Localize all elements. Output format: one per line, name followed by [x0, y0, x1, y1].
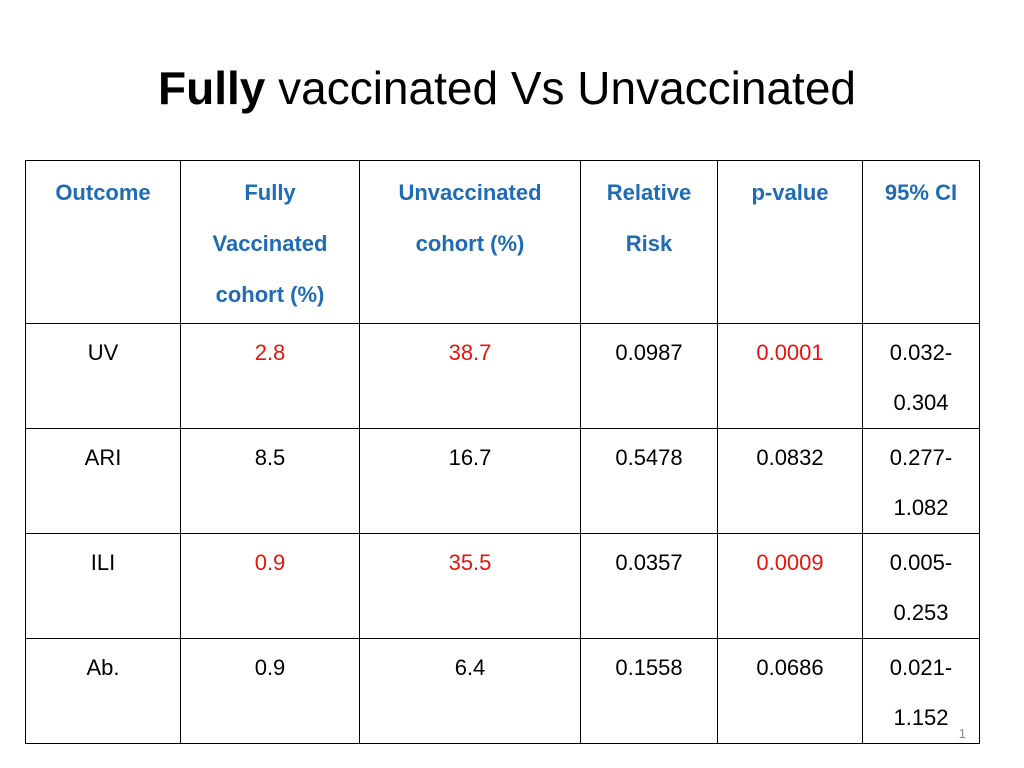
- cell-fully-vaccinated: 2.8: [180, 323, 360, 429]
- cell-unvaccinated: 6.4: [359, 638, 581, 744]
- cell-unvaccinated: 16.7: [359, 428, 581, 534]
- cell-95-ci: 0.005- 0.253: [862, 533, 980, 639]
- header-p-value-line-1: p-value: [751, 180, 829, 205]
- cell-relative-risk: 0.1558: [580, 638, 718, 744]
- cell-unvaccinated: 38.7: [359, 323, 581, 429]
- header-fully-vaccinated-line-2: Vaccinated: [212, 231, 328, 256]
- results-table: Outcome Fully Vaccinated cohort (%) Unva…: [25, 160, 980, 744]
- cell-unvaccinated: 35.5: [359, 533, 581, 639]
- cell-95-ci: 0.277- 1.082: [862, 428, 980, 534]
- cell-95-ci-line-1: 0.032-: [889, 340, 953, 365]
- header-unvaccinated: Unvaccinated cohort (%): [359, 160, 581, 324]
- slide-title: Fully vaccinated Vs Unvaccinated: [0, 56, 1014, 120]
- header-fully-vaccinated-line-1: Fully: [244, 180, 296, 205]
- header-outcome: Outcome: [25, 160, 181, 324]
- table-body: UV 2.8 38.7 0.0987 0.0001 0.032- 0.304 A…: [25, 323, 980, 744]
- header-fully-vaccinated-line-3: cohort (%): [215, 282, 325, 307]
- cell-95-ci: 0.021- 1.152: [862, 638, 980, 744]
- page-number: 1: [958, 726, 966, 741]
- table-row: ILI 0.9 35.5 0.0357 0.0009 0.005- 0.253: [25, 533, 980, 639]
- cell-relative-risk: 0.5478: [580, 428, 718, 534]
- header-unvaccinated-line-1: Unvaccinated: [398, 180, 542, 205]
- cell-fully-vaccinated: 0.9: [180, 533, 360, 639]
- cell-fully-vaccinated: 0.9: [180, 638, 360, 744]
- cell-95-ci-line-2: 1.152: [893, 705, 949, 730]
- cell-outcome: ILI: [25, 533, 181, 639]
- header-relative-risk: Relative Risk: [580, 160, 718, 324]
- cell-95-ci-line-2: 1.082: [893, 495, 949, 520]
- cell-fully-vaccinated: 8.5: [180, 428, 360, 534]
- header-unvaccinated-line-2: cohort (%): [415, 231, 525, 256]
- header-outcome-line-1: Outcome: [55, 180, 151, 205]
- cell-95-ci-line-2: 0.304: [893, 390, 949, 415]
- header-p-value: p-value: [717, 160, 863, 324]
- cell-95-ci-line-1: 0.277-: [889, 445, 953, 470]
- table-row: UV 2.8 38.7 0.0987 0.0001 0.032- 0.304: [25, 323, 980, 429]
- cell-95-ci-line-1: 0.021-: [889, 655, 953, 680]
- cell-outcome: ARI: [25, 428, 181, 534]
- cell-p-value: 0.0832: [717, 428, 863, 534]
- table-row: Ab. 0.9 6.4 0.1558 0.0686 0.021- 1.152: [25, 638, 980, 744]
- cell-relative-risk: 0.0987: [580, 323, 718, 429]
- cell-outcome: Ab.: [25, 638, 181, 744]
- cell-p-value: 0.0001: [717, 323, 863, 429]
- slide-title-bold: Fully: [158, 62, 266, 114]
- cell-outcome: UV: [25, 323, 181, 429]
- table-row: ARI 8.5 16.7 0.5478 0.0832 0.277- 1.082: [25, 428, 980, 534]
- slide-title-rest: vaccinated Vs Unvaccinated: [265, 62, 856, 114]
- cell-95-ci-line-2: 0.253: [893, 600, 949, 625]
- table-header: Outcome Fully Vaccinated cohort (%) Unva…: [25, 160, 980, 324]
- header-95-ci: 95% CI: [862, 160, 980, 324]
- cell-95-ci: 0.032- 0.304: [862, 323, 980, 429]
- cell-p-value: 0.0686: [717, 638, 863, 744]
- header-row: Outcome Fully Vaccinated cohort (%) Unva…: [25, 160, 980, 324]
- cell-95-ci-line-1: 0.005-: [889, 550, 953, 575]
- header-relative-risk-line-2: Risk: [625, 231, 673, 256]
- cell-relative-risk: 0.0357: [580, 533, 718, 639]
- header-95-ci-line-1: 95% CI: [884, 180, 958, 205]
- cell-p-value: 0.0009: [717, 533, 863, 639]
- header-relative-risk-line-1: Relative: [606, 180, 692, 205]
- header-fully-vaccinated: Fully Vaccinated cohort (%): [180, 160, 360, 324]
